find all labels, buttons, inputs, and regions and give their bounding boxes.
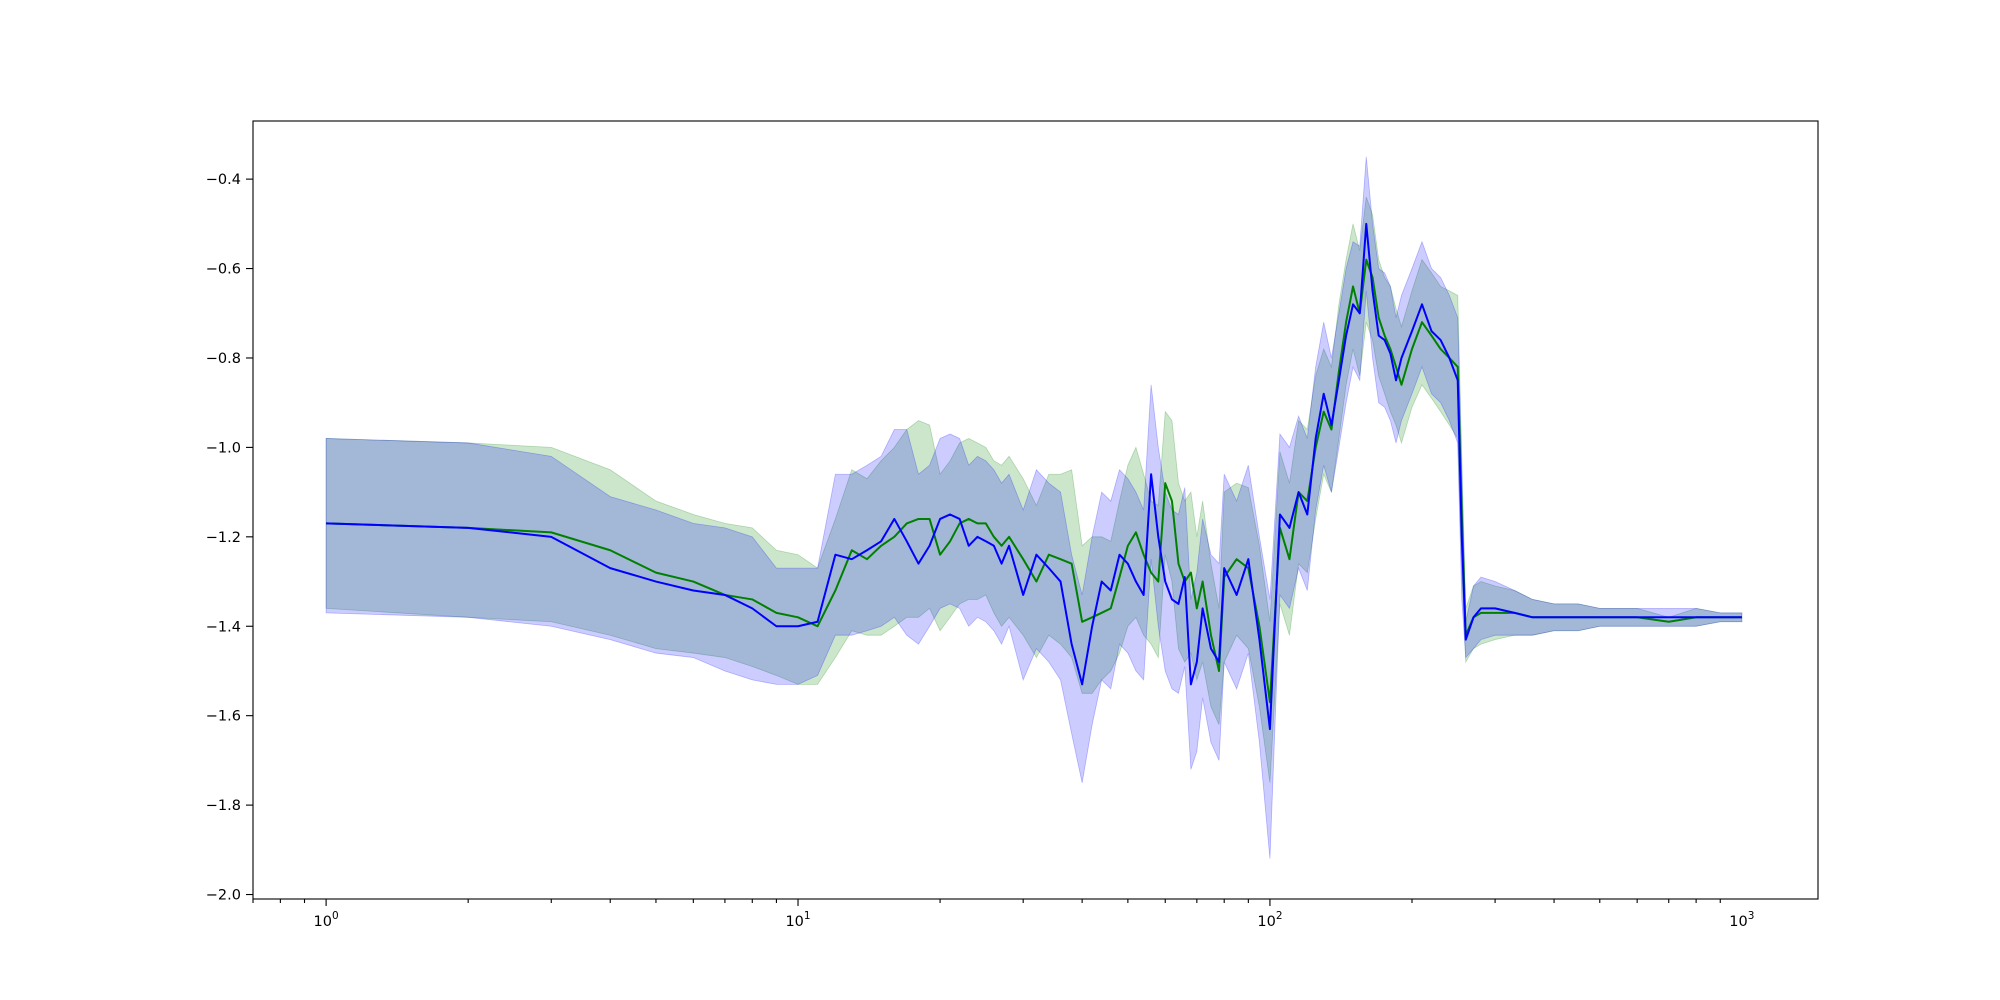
x-tick-label: 103 xyxy=(1729,910,1754,930)
y-tick-label: −1.0 xyxy=(206,440,241,456)
y-tick-label: −2.0 xyxy=(206,888,241,904)
y-axis: −0.4 −0.6 −0.8 −1.0 −1.2 −1.4 −1.6 −1.8 −2.0 xyxy=(206,172,253,904)
y-tick-label: −0.6 xyxy=(206,262,241,278)
x-axis: 100 101 102 103 xyxy=(252,899,1754,930)
plot-content xyxy=(325,156,1743,859)
x-tick-label: 101 xyxy=(785,910,810,930)
y-tick-label: −0.4 xyxy=(206,172,241,188)
axes-frame xyxy=(252,120,1819,900)
y-tick-label: −0.8 xyxy=(206,351,241,367)
y-tick-label: −1.4 xyxy=(206,619,241,635)
series-2-band xyxy=(325,156,1743,859)
plot-area xyxy=(325,156,1743,859)
x-tick-label: 102 xyxy=(1257,910,1282,930)
y-tick-label: −1.8 xyxy=(206,798,241,814)
x-tick-label: 100 xyxy=(314,910,339,930)
series-2-line xyxy=(326,222,1742,731)
y-tick-label: −1.2 xyxy=(206,530,241,546)
y-tick-label: −1.6 xyxy=(206,709,241,725)
